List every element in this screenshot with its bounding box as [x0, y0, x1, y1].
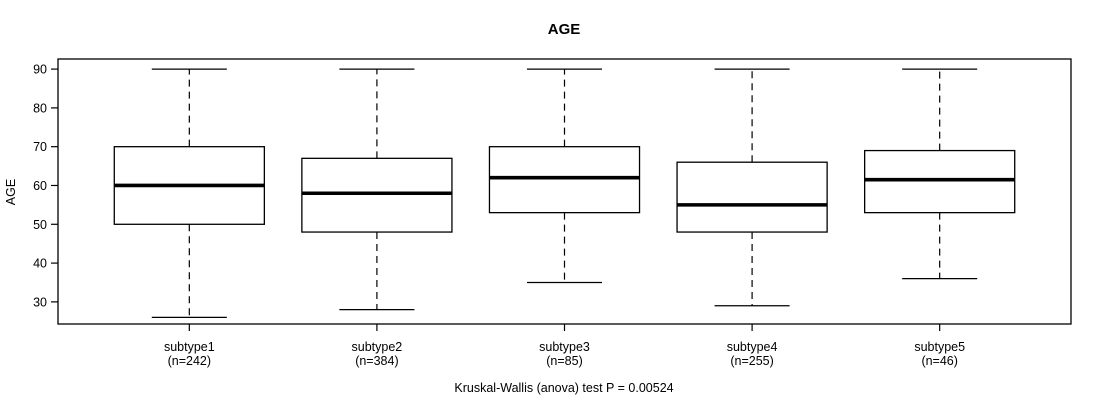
box-subtype3: [488, 146, 641, 214]
x-n-label-subtype4: (n=255): [730, 354, 773, 368]
y-tick-label: 80: [33, 101, 47, 115]
x-n-label-subtype1: (n=242): [168, 354, 211, 368]
box-subtype2: [301, 157, 453, 233]
y-tick-label: 50: [33, 218, 47, 232]
y-tick-label: 40: [33, 257, 47, 271]
y-tick-label: 60: [33, 179, 47, 193]
x-n-label-subtype5: (n=46): [921, 354, 957, 368]
x-label-subtype1: subtype1: [164, 340, 215, 354]
box-subtype4: [676, 161, 828, 233]
x-label-subtype5: subtype5: [914, 340, 965, 354]
y-tick-label: 90: [33, 63, 47, 77]
x-n-label-subtype2: (n=384): [355, 354, 398, 368]
caption: Kruskal-Wallis (anova) test P = 0.00524: [454, 381, 673, 395]
chart-title: AGE: [548, 21, 581, 38]
x-label-subtype3: subtype3: [539, 340, 590, 354]
plot-area: 30405060708090subtype1(n=242)subtype2(n=…: [33, 58, 1072, 368]
y-tick-label: 70: [33, 140, 47, 154]
x-n-label-subtype3: (n=85): [546, 354, 582, 368]
box-subtype5: [863, 149, 1016, 214]
x-label-subtype2: subtype2: [352, 340, 403, 354]
x-label-subtype4: subtype4: [727, 340, 778, 354]
y-tick-label: 30: [33, 295, 47, 309]
y-axis-label: AGE: [4, 179, 18, 205]
